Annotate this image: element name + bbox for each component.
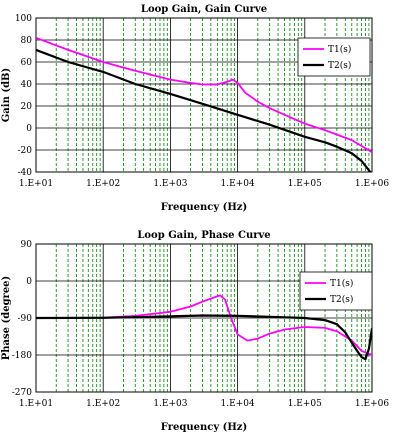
phase-y-tick-label: -180 — [12, 351, 32, 361]
phase-x-axis-label: Frequency (Hz) — [161, 422, 247, 433]
gain-legend: T1(s) T2(s) — [297, 37, 371, 77]
gain-series-line-2 — [36, 48, 372, 172]
gain-y-tick-label: 100 — [15, 14, 32, 24]
phase-x-tick-label: 1.E+01 — [19, 399, 53, 409]
gain-x-tick-label: 1.E+02 — [86, 179, 120, 189]
phase-legend: T1(s) T2(s) — [299, 271, 373, 311]
phase-x-tick-label: 1.E+02 — [86, 399, 120, 409]
gain-series — [36, 36, 372, 172]
gain-y-tick-label: -20 — [18, 146, 33, 156]
phase-ticks: 1.E+01 1.E+02 1.E+03 1.E+04 1.E+05 1.E+06 -270… — [12, 240, 390, 409]
gain-x-tick-label: 1.E+01 — [19, 179, 53, 189]
gain-y-tick-label: 60 — [21, 58, 33, 68]
phase-y-tick-label: 0 — [26, 277, 32, 287]
phase-y-tick-label: -270 — [12, 388, 32, 398]
phase-series-line-2 — [36, 314, 372, 361]
phase-y-tick-label: 90 — [21, 240, 33, 250]
phase-x-tick-label: 1.E+04 — [221, 399, 255, 409]
gain-y-tick-label: -40 — [18, 168, 33, 178]
phase-legend-label: T1(s) — [330, 278, 353, 289]
gain-y-tick-label: 40 — [21, 80, 33, 90]
gain-chart-title: Loop Gain, Gain Curve — [141, 4, 267, 15]
gain-x-tick-label: 1.E+06 — [355, 179, 389, 189]
gain-x-tick-label: 1.E+03 — [153, 179, 187, 189]
gain-legend-label: T2(s) — [328, 60, 351, 71]
gain-legend-box — [297, 37, 371, 77]
phase-legend-box — [299, 271, 373, 311]
gain-x-tick-label: 1.E+04 — [221, 179, 255, 189]
gain-legend-label: T1(s) — [328, 44, 351, 55]
phase-x-tick-label: 1.E+03 — [153, 399, 187, 409]
gain-chart: Loop Gain, Gain Curve 1.E+01 1.E+02 1.E+03… — [1, 4, 389, 213]
phase-x-tick-label: 1.E+05 — [288, 399, 322, 409]
phase-y-tick-label: -90 — [18, 314, 33, 324]
gain-y-tick-label: 20 — [21, 102, 33, 112]
gain-x-axis-label: Frequency (Hz) — [161, 202, 247, 213]
gain-series-line-1 — [36, 36, 372, 153]
phase-series — [36, 294, 372, 361]
phase-chart: Loop Gain, Phase Curve 1.E+01 1.E+02 1.E+0… — [1, 230, 389, 433]
gain-y-axis-label: Gain (dB) — [1, 68, 12, 122]
phase-chart-title: Loop Gain, Phase Curve — [137, 230, 270, 241]
phase-x-tick-label: 1.E+06 — [355, 399, 389, 409]
gain-x-tick-label: 1.E+05 — [288, 179, 322, 189]
gain-y-tick-label: 80 — [21, 36, 33, 46]
phase-series-line-1 — [36, 294, 372, 356]
gain-ticks: 1.E+01 1.E+02 1.E+03 1.E+04 1.E+05 1.E+06 -40 -… — [15, 14, 390, 189]
phase-y-axis-label: Phase (degree) — [1, 276, 12, 361]
phase-legend-label: T2(s) — [330, 294, 353, 305]
gain-y-tick-label: 0 — [26, 124, 32, 134]
